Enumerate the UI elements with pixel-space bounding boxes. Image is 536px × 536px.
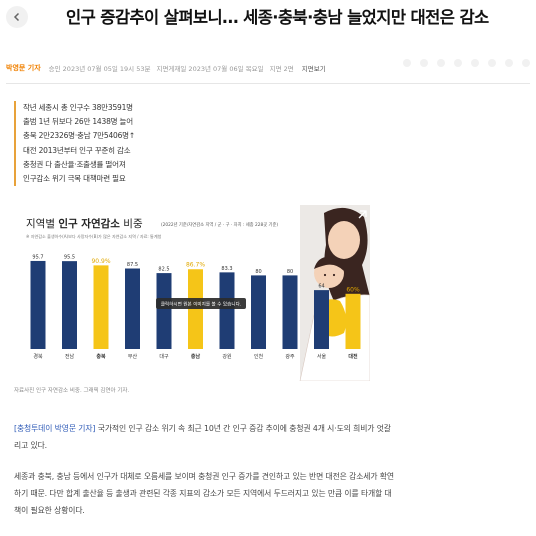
chart-bar (251, 275, 266, 349)
chart-category-label: 인천 (254, 353, 264, 360)
chart-bar (156, 273, 172, 349)
chart-value-label: 90.9% (91, 258, 110, 265)
chart-bar (93, 265, 109, 349)
chart-category-label: 광주 (285, 353, 295, 360)
chart-category-label: 강원 (222, 353, 232, 360)
chart-value-label: 95.5 (64, 255, 75, 261)
chart-category-label: 경북 (33, 353, 43, 360)
population-chart: 지역별 인구 자연감소 비중 (2022년 기준/자연감소 지역 / 군 · 구… (14, 205, 370, 381)
chart-category-label: 부산 (128, 353, 138, 360)
paragraph-text: 세종과 충북, 충남 등에서 인구가 대체로 오름세를 보이며 충청권 인구 증… (14, 472, 394, 515)
chart-category-label: 전남 (65, 353, 75, 360)
chart-value-label: 82.5 (158, 267, 169, 273)
chart-category-label: 대구 (159, 353, 169, 360)
chevron-left-icon (13, 12, 20, 22)
reporter-name[interactable]: 박영문 기자 (6, 64, 41, 72)
article-figure[interactable]: 지역별 인구 자연감소 비중 (2022년 기준/자연감소 지역 / 군 · 구… (14, 205, 370, 381)
divider (6, 83, 530, 84)
chart-value-label: 87.5 (127, 262, 138, 268)
article-paragraph: 세종과 충북, 충남 등에서 인구가 대체로 오름세를 보이며 충청권 인구 증… (14, 468, 394, 519)
summary-line: 작년 세종시 총 인구수 38만3591명 (23, 103, 133, 112)
chart-bar (188, 269, 203, 349)
chart-value-label: 64 (318, 284, 324, 290)
share-toolbar (403, 59, 530, 67)
chart-category-label: 충남 (191, 353, 201, 360)
chart-value-label: 60% (346, 286, 360, 293)
svg-text:클릭하시면 원본 이미지를 볼 수 있습니다.: 클릭하시면 원본 이미지를 볼 수 있습니다. (161, 301, 242, 308)
chart-title: 지역별 인구 자연감소 비중 (26, 217, 143, 230)
figure-caption: 자료사진 인구 자연감소 비중. 그래픽 김연아 기자. (14, 388, 130, 394)
chart-value-label: 95.7 (32, 254, 43, 260)
chart-bar (62, 261, 77, 349)
summary-line: 충청권 다 출산율·조출생률 떨어져 (23, 159, 126, 169)
print-icon[interactable] (420, 59, 428, 67)
chart-bar (125, 268, 140, 349)
chart-subnote: ※ 자연감소 출생아수(A)보다 사망자수(B)가 많은 자연감소 지역 / 자… (26, 233, 162, 239)
summary-line: 대전 2013년부터 인구 꾸준히 감소 (23, 145, 131, 155)
link-icon[interactable] (505, 59, 513, 67)
more-icon[interactable] (522, 59, 530, 67)
chart-value-label: 80 (287, 269, 293, 275)
expand-icon[interactable] (358, 210, 367, 219)
bookmark-icon[interactable] (454, 59, 462, 67)
article-summary: 작년 세종시 총 인구수 38만3591명 출범 1년 뒤보다 26만 1438… (14, 101, 135, 187)
paragraph-text: 국가적인 인구 감소 위기 속 최근 10년 간 인구 증감 추이에 충청권 4… (14, 424, 391, 450)
chart-bar (282, 275, 298, 349)
back-button[interactable] (6, 6, 28, 28)
article-headline: 인구 증감추이 살펴보니… 세종·충북·충남 늘었지만 대전은 감소 (66, 8, 489, 27)
facebook-icon[interactable] (471, 59, 479, 67)
published-date: 승인 2023년 07월 05일 19시 53분 (48, 65, 151, 73)
chart-value-label: 80 (255, 269, 261, 275)
print-date: 지면게재일 2023년 07월 06일 목요일 (156, 65, 264, 73)
share-icon[interactable] (437, 59, 445, 67)
chart-bar (219, 272, 235, 349)
font-size-icon[interactable] (403, 59, 411, 67)
chart-category-label: 충북 (96, 353, 106, 360)
chart-value-label: 83.3 (221, 266, 232, 272)
chart-bar (314, 290, 329, 349)
chart-bar (30, 260, 46, 349)
chart-category-label: 서울 (317, 353, 327, 360)
chart-title-note: (2022년 기준/자연감소 지역 / 군 · 구 · 자치 : 세종 228곳… (161, 221, 278, 228)
chart-value-label: 86.7% (186, 262, 205, 269)
summary-line: 충북 2만2326명·충남 7만5406명↑ (23, 131, 135, 141)
summary-line: 출범 1년 뒤보다 26만 1438명 늘어 (23, 117, 133, 127)
twitter-icon[interactable] (488, 59, 496, 67)
article-paragraph: [충청투데이 박영문 기자] 국가적인 인구 감소 위기 속 최근 10년 간 … (14, 420, 394, 454)
byline-lead: [충청투데이 박영문 기자] (14, 424, 96, 433)
chart-category-label: 대전 (348, 353, 358, 360)
chart-bar (345, 293, 361, 349)
article-meta: 박영문 기자 승인 2023년 07월 05일 19시 53분 지면게재일 20… (6, 60, 530, 76)
summary-line: 인구감소 위기 극복 대책마련 필요 (23, 174, 126, 184)
page-number: 지면 2면 (269, 65, 294, 73)
chart-overlay[interactable]: 클릭하시면 원본 이미지를 볼 수 있습니다. (156, 298, 246, 309)
view-page-link[interactable]: 지면보기 (301, 65, 326, 73)
